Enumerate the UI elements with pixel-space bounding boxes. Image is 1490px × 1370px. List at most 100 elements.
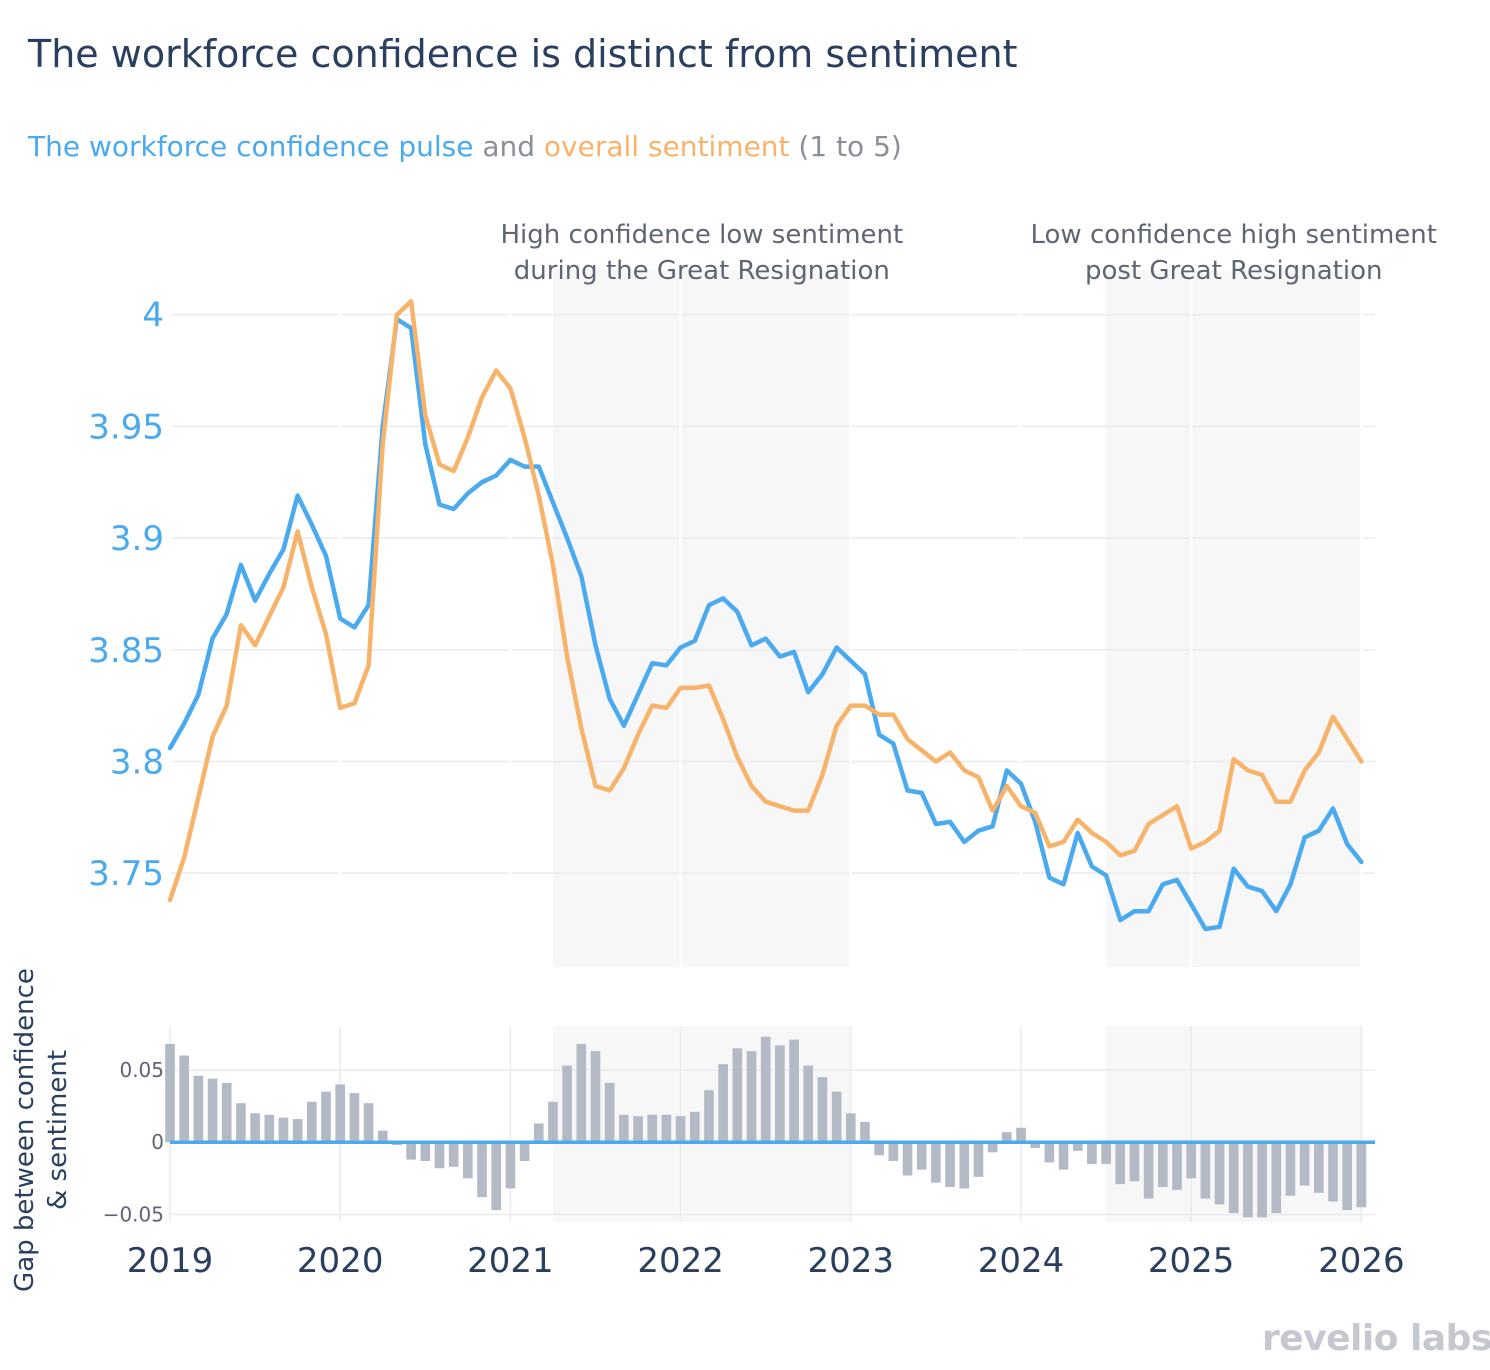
gap-bar-42 [760,1036,771,1143]
gap-bar-79 [1285,1142,1296,1196]
gap-bar-21 [463,1142,473,1179]
gap-bars [165,1036,1367,1218]
subtitle-sentiment-label: overall sentiment [543,130,790,163]
gap-bar-27 [548,1101,558,1143]
gap-bar-44 [789,1039,799,1143]
confidence-pulse-line [167,316,1364,932]
gap-bar-56 [959,1142,970,1189]
gap-bar-63 [1058,1142,1069,1170]
gap-bar-67 [1115,1142,1126,1185]
main-y-tick-2: 3.85 [88,631,164,671]
x-tick-4: 2023 [808,1241,895,1281]
gap-bar-76 [1243,1142,1253,1218]
sentiment-line [167,299,1364,903]
gap-bar-84 [1356,1142,1367,1208]
main-lines [167,299,1364,932]
gap-bar-45 [803,1065,814,1143]
gap-bar-12 [335,1084,346,1143]
gap-bar-28 [562,1065,572,1143]
gap-bar-5 [236,1103,246,1143]
gap-y-tick-1: 0 [151,1130,164,1154]
gap-bar-6 [250,1113,260,1143]
gap-bar-20 [448,1142,459,1167]
main-y-tick-4: 3.95 [88,407,164,447]
gap-bar-26 [533,1123,544,1143]
main-shade-1 [1106,270,1362,967]
x-tick-3: 2022 [637,1241,724,1281]
gap-bar-23 [491,1142,502,1211]
main-y-tick-0: 3.75 [88,854,164,894]
gap-bar-13 [349,1093,360,1143]
region-label-0-line-1: during the Great Resignation [514,256,890,286]
gap-bar-19 [434,1142,445,1169]
region-label-0-line-0: High confidence low sentiment [501,220,904,250]
x-tick-2: 2021 [467,1241,554,1281]
main-y-tick-1: 3.8 [110,742,164,782]
gap-bar-52 [902,1142,913,1176]
gap-bar-33 [633,1116,643,1143]
gap-bar-36 [675,1116,686,1143]
gap-bar-73 [1200,1142,1211,1199]
gap-bar-62 [1044,1142,1055,1163]
gap-bar-22 [477,1142,487,1198]
gap-bar-1 [179,1055,190,1143]
gap-bar-31 [604,1082,615,1143]
gap-bar-83 [1342,1142,1353,1211]
gap-bar-32 [619,1114,629,1143]
gap-ylabel-line-1: & sentiment [43,1050,73,1210]
gap-bar-25 [519,1142,530,1162]
gap-bar-41 [746,1051,757,1143]
gap-bar-82 [1328,1142,1338,1202]
gap-bar-15 [377,1130,388,1143]
revelio-labs-logo: revelio labs [1262,1318,1490,1359]
gap-bar-9 [292,1119,303,1143]
gap-bar-49 [860,1121,870,1143]
chart-subtitle: The workforce confidence pulse and overa… [28,130,902,163]
gap-bar-43 [775,1045,785,1143]
gap-bar-72 [1186,1142,1197,1179]
gap-bar-77 [1257,1142,1267,1218]
main-y-tick-5: 4 [142,296,164,336]
gap-bar-47 [831,1091,842,1143]
gap-bar-4 [221,1082,232,1143]
gap-bar-34 [647,1114,658,1143]
main-y-tick-labels: 3.75 3.8 3.85 3.9 3.95 4 [88,296,164,894]
x-tick-labels: 2019 2020 2021 2022 2023 2024 2025 2026 [127,1241,1405,1281]
region-label-1-line-0: Low confidence high sentiment [1031,220,1437,250]
gap-bar-7 [264,1114,275,1143]
gap-y-tick-2: 0.05 [119,1058,164,1082]
gap-bar-17 [406,1142,416,1160]
shaded-region-labels: High confidence low sentiment during the … [501,220,1437,286]
subtitle-and: and [473,130,544,163]
x-tick-6: 2025 [1148,1241,1235,1281]
gap-shaded-regions [552,1026,1362,1222]
gap-bar-50 [874,1142,884,1156]
gap-bar-70 [1157,1142,1168,1188]
gap-bar-53 [916,1142,927,1170]
gap-bar-24 [505,1142,516,1189]
gap-bar-69 [1143,1142,1154,1199]
main-y-tick-3: 3.9 [110,519,164,559]
x-tick-1: 2020 [297,1241,384,1281]
gap-bar-48 [845,1113,856,1143]
gap-bar-55 [945,1142,955,1188]
gap-bar-57 [973,1142,984,1177]
gap-bar-74 [1214,1142,1225,1205]
gap-bar-30 [590,1051,601,1143]
gap-bar-61 [1030,1142,1040,1148]
gap-bar-2 [193,1075,204,1143]
gap-bar-71 [1172,1142,1182,1190]
subtitle-confidence-label: The workforce confidence pulse [28,130,474,163]
subtitle-scale: (1 to 5) [789,130,902,163]
gap-bar-37 [689,1111,700,1143]
gap-bar-40 [732,1048,743,1143]
gap-bar-3 [207,1078,218,1143]
gap-bar-39 [718,1064,728,1143]
gap-bar-66 [1101,1142,1111,1164]
chart-title: The workforce confidence is distinct fro… [28,32,1018,76]
x-tick-5: 2024 [978,1241,1065,1281]
gap-bar-10 [307,1101,317,1143]
gap-bar-64 [1072,1142,1083,1151]
gap-bar-46 [817,1077,828,1143]
